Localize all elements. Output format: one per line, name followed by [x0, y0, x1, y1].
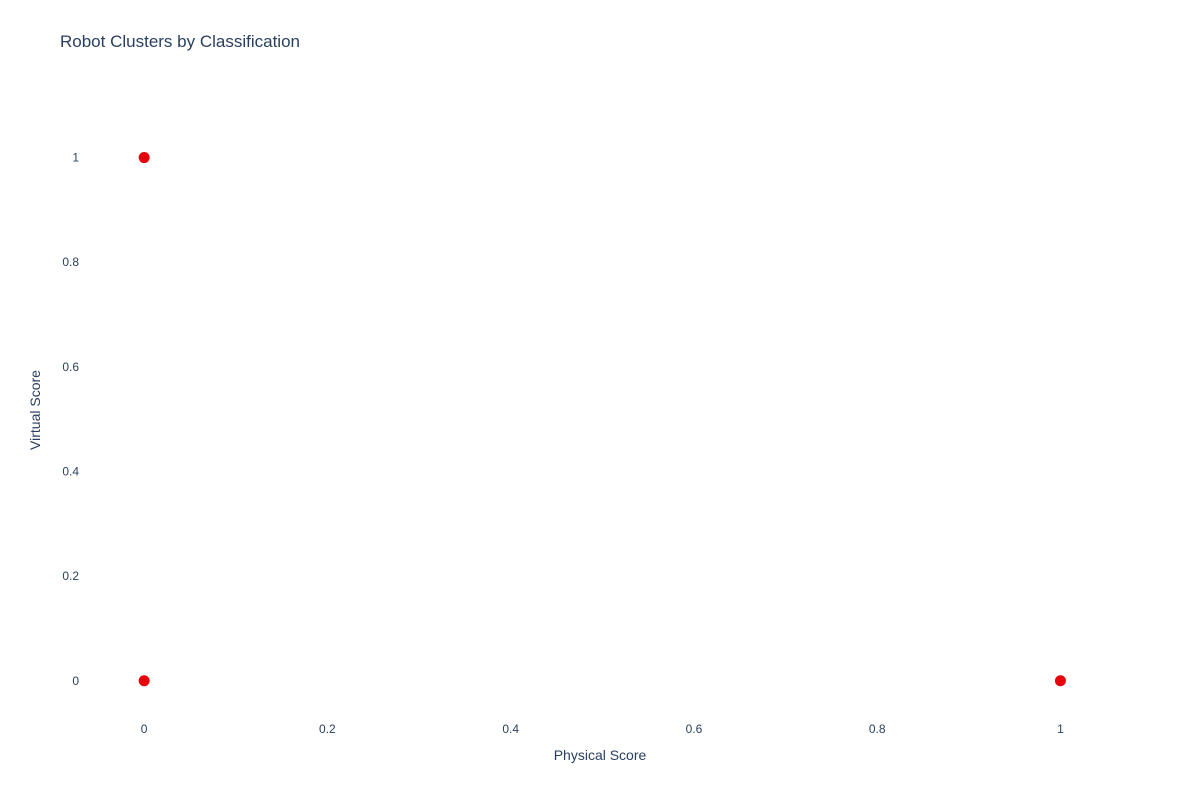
y-tick-label-1: 0.2 [62, 569, 79, 583]
data-point-0-2 [1054, 675, 1066, 687]
x-tick-label-4: 0.8 [869, 722, 886, 736]
data-point-0-0 [138, 152, 150, 164]
data-point-0-1 [138, 675, 150, 687]
x-tick-label-1: 0.2 [319, 722, 336, 736]
x-tick-label-0: 0 [141, 722, 148, 736]
y-tick-label-4: 0.8 [62, 255, 79, 269]
y-tick-label-5: 1 [72, 151, 79, 165]
x-tick-label-2: 0.4 [502, 722, 519, 736]
x-tick-label-3: 0.6 [686, 722, 703, 736]
y-tick-label-2: 0.4 [62, 464, 79, 478]
y-tick-label-0: 0 [72, 674, 79, 688]
y-axis-title: Virtual Score [27, 370, 43, 450]
y-tick-label-3: 0.6 [62, 360, 79, 374]
chart-title: Robot Clusters by Classification [60, 32, 300, 51]
x-axis-title: Physical Score [554, 747, 647, 763]
x-tick-label-5: 1 [1057, 722, 1064, 736]
